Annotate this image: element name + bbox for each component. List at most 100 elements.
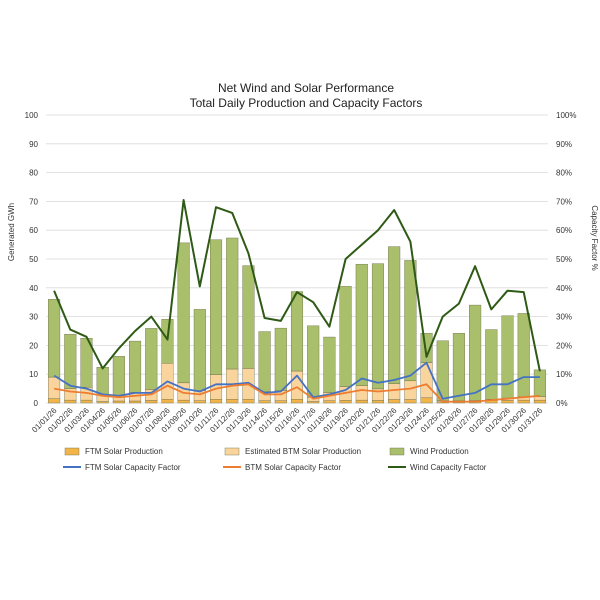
legend: FTM Solar Production Estimated BTM Solar … xyxy=(63,447,487,472)
y2-axis-ticks: 0% 10% 20% 30% 40% 50% 60% 70% 80% 90% 100% xyxy=(556,111,576,408)
btm-cf-line xyxy=(53,383,540,403)
bar-ftm-solar xyxy=(226,399,239,404)
bar-wind xyxy=(371,263,384,390)
bar-wind xyxy=(112,356,125,396)
bar-ftm-solar xyxy=(177,399,190,404)
bar-wind xyxy=(469,304,482,401)
bar-ftm-solar xyxy=(323,400,336,404)
bar-wind xyxy=(274,327,287,391)
y-axis-ticks: 0 10 20 30 40 50 60 70 80 90 100 xyxy=(25,111,39,408)
y2-tick-label: 30% xyxy=(556,313,572,322)
legend-label: Wind Production xyxy=(410,447,469,456)
bar-wind xyxy=(64,333,77,389)
y-tick-label: 40 xyxy=(29,284,38,293)
bar-wind xyxy=(404,260,417,382)
bar-ftm-solar xyxy=(404,399,417,404)
y-tick-label: 30 xyxy=(29,313,38,322)
legend-label: BTM Solar Capacity Factor xyxy=(245,463,341,472)
y-tick-label: 50 xyxy=(29,255,38,264)
bar-ftm-solar xyxy=(64,399,77,404)
legend-swatch xyxy=(64,447,80,456)
bar-btm-solar xyxy=(355,385,368,401)
bar-btm-solar xyxy=(404,380,417,400)
bar-wind xyxy=(339,286,352,387)
bar-wind xyxy=(355,263,368,386)
bar-ftm-solar xyxy=(112,400,125,404)
y-tick-label: 0 xyxy=(34,399,39,408)
bar-btm-solar xyxy=(388,383,401,400)
bar-btm-solar xyxy=(48,376,61,399)
bar-ftm-solar xyxy=(355,399,368,404)
bar-wind xyxy=(290,291,304,372)
bar-ftm-solar xyxy=(48,398,61,404)
bar-ftm-solar xyxy=(129,400,142,404)
bar-ftm-solar xyxy=(501,400,514,404)
y-tick-label: 90 xyxy=(29,140,38,149)
bar-wind xyxy=(161,318,174,364)
y-tick-label: 60 xyxy=(29,226,38,235)
legend-swatch xyxy=(389,447,405,456)
bar-wind xyxy=(129,340,142,393)
bar-ftm-solar xyxy=(161,399,174,404)
bar-wind xyxy=(501,315,514,399)
bar-ftm-solar xyxy=(339,400,352,404)
bar-ftm-solar xyxy=(517,399,530,404)
bar-wind xyxy=(177,242,190,384)
bar-wind xyxy=(307,325,320,398)
bar-ftm-solar xyxy=(210,399,223,404)
bar-wind xyxy=(96,367,109,396)
bar-wind xyxy=(388,246,401,384)
bar-ftm-solar xyxy=(80,399,93,404)
legend-label: FTM Solar Production xyxy=(85,447,163,456)
bar-wind xyxy=(533,369,546,397)
y2-tick-label: 40% xyxy=(556,284,572,293)
bar-btm-solar xyxy=(533,396,546,401)
bars-group xyxy=(48,237,546,404)
y-tick-label: 80 xyxy=(29,169,38,178)
bar-ftm-solar xyxy=(290,399,304,404)
bar-wind xyxy=(517,313,530,397)
x-axis-ticks: 01/01/2601/02/2601/03/2601/04/2601/05/26… xyxy=(30,406,545,435)
y2-tick-label: 80% xyxy=(556,169,572,178)
y2-tick-label: 10% xyxy=(556,370,572,379)
y2-axis-label: Capacity Factor % xyxy=(590,205,599,270)
bar-wind xyxy=(48,299,61,378)
bar-btm-solar xyxy=(420,362,433,399)
lines-group xyxy=(53,199,541,403)
y-tick-label: 20 xyxy=(29,341,38,350)
bar-ftm-solar xyxy=(242,399,255,404)
bar-ftm-solar xyxy=(420,397,433,404)
legend-label: FTM Solar Capacity Factor xyxy=(85,463,181,472)
bar-wind xyxy=(323,336,336,393)
legend-label: Wind Capacity Factor xyxy=(410,463,487,472)
bar-wind xyxy=(242,265,255,369)
wind-cf-line xyxy=(53,199,541,372)
bar-ftm-solar xyxy=(533,399,546,404)
y2-tick-label: 20% xyxy=(556,341,572,350)
bar-wind xyxy=(210,239,223,375)
bar-ftm-solar xyxy=(307,401,320,404)
bar-ftm-solar xyxy=(96,401,109,404)
bar-ftm-solar xyxy=(193,400,206,404)
y2-tick-label: 90% xyxy=(556,140,572,149)
y-tick-label: 70 xyxy=(29,197,38,206)
bar-ftm-solar xyxy=(145,400,158,404)
y-tick-label: 100 xyxy=(25,111,39,120)
y2-tick-label: 0% xyxy=(556,399,568,408)
bar-ftm-solar xyxy=(274,400,287,404)
bar-ftm-solar xyxy=(258,400,271,404)
legend-swatch xyxy=(224,447,240,456)
y-axis-label: Generated GWh xyxy=(7,203,16,261)
y2-tick-label: 100% xyxy=(556,111,576,120)
bar-wind xyxy=(258,331,271,392)
ftm-cf-line xyxy=(53,361,540,400)
chart-title: Net Wind and Solar Performance xyxy=(218,81,394,95)
bar-wind xyxy=(452,333,465,401)
bar-wind xyxy=(193,309,206,391)
chart-subtitle: Total Daily Production and Capacity Fact… xyxy=(190,96,423,110)
y-tick-label: 10 xyxy=(29,370,38,379)
bar-wind xyxy=(485,329,498,400)
y2-tick-label: 60% xyxy=(556,226,572,235)
y2-tick-label: 50% xyxy=(556,255,572,264)
